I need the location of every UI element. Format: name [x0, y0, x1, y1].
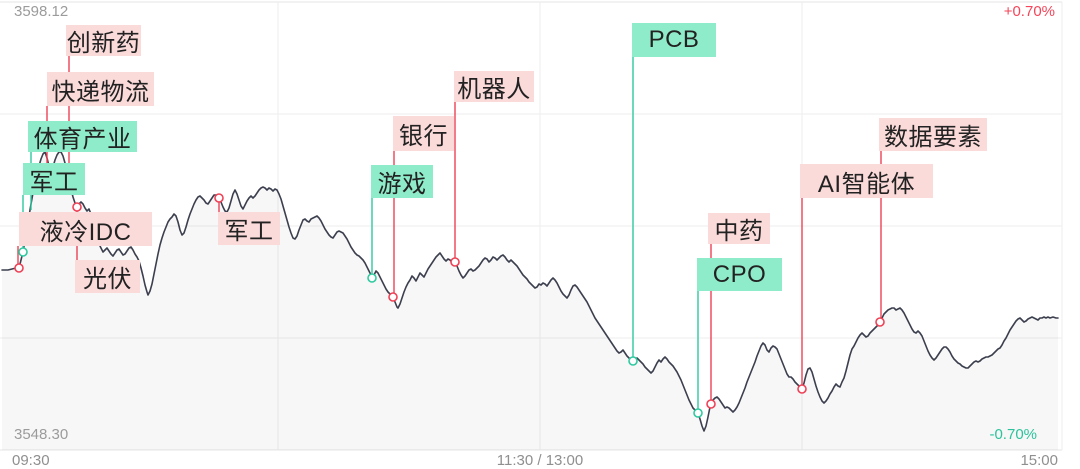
- sector-label[interactable]: 液冷IDC: [19, 212, 152, 246]
- anchor-dot: [706, 399, 716, 409]
- anchor-dot: [14, 263, 24, 273]
- x-tick-open: 09:30: [12, 452, 50, 469]
- sector-label[interactable]: 银行: [393, 116, 454, 151]
- y-axis-min-percent: -0.70%: [989, 426, 1037, 443]
- sector-label[interactable]: CPO: [697, 258, 782, 291]
- sector-label[interactable]: 军工: [23, 163, 85, 196]
- sector-label[interactable]: 机器人: [454, 71, 534, 103]
- anchor-dot: [693, 408, 703, 418]
- anchor-dot: [797, 384, 807, 394]
- anchor-dot: [450, 257, 460, 267]
- sector-label[interactable]: 数据要素: [879, 118, 987, 151]
- sector-label[interactable]: PCB: [632, 23, 716, 57]
- x-tick-midday: 11:30 / 13:00: [496, 452, 584, 469]
- anchor-dot: [367, 273, 377, 283]
- sector-label[interactable]: 军工: [218, 212, 280, 245]
- anchor-dot: [628, 356, 638, 366]
- sector-label[interactable]: 创新药: [66, 25, 141, 57]
- sector-label[interactable]: 游戏: [371, 165, 433, 198]
- anchor-dot: [18, 247, 28, 257]
- y-axis-max-value: 3598.12: [14, 3, 69, 20]
- sector-label[interactable]: 光伏: [75, 260, 140, 293]
- anchor-dot: [214, 193, 224, 203]
- sector-label[interactable]: 快递物流: [47, 72, 154, 106]
- anchor-dot: [875, 317, 885, 327]
- anchor-dot: [388, 292, 398, 302]
- x-tick-close: 15:00: [1020, 452, 1058, 469]
- sector-label[interactable]: 中药: [708, 213, 770, 245]
- y-axis-min-value: 3548.30: [14, 426, 69, 443]
- anchor-dot: [72, 202, 82, 212]
- sector-label[interactable]: 体育产业: [28, 121, 137, 153]
- y-axis-max-percent: +0.70%: [1003, 3, 1055, 20]
- sector-label[interactable]: AI智能体: [800, 164, 933, 198]
